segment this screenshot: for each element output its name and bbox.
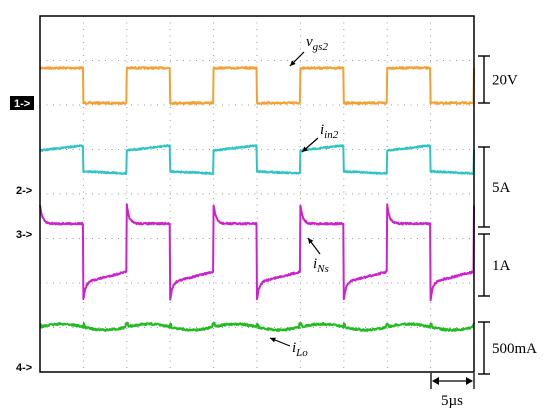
channel-marker-1: 1-> — [10, 96, 34, 110]
timebase-indicator: 5µs — [430, 373, 475, 409]
scale-bracket-3: 1A — [478, 233, 511, 297]
annotation-label: iNs — [313, 256, 329, 275]
marker-label: 2-> — [16, 185, 32, 197]
arrow-head — [308, 238, 314, 244]
arrow-head — [270, 337, 276, 343]
signal-annotations: vgs2 iin2 iNs iLo — [269, 34, 339, 359]
scale-label: 500mA — [492, 341, 537, 357]
arrow-head — [290, 60, 296, 66]
trace-lo — [39, 321, 475, 332]
annotation-label: iin2 — [320, 122, 339, 141]
annotation-label: iLo — [292, 340, 308, 359]
marker-label: 3-> — [16, 229, 32, 241]
channel-marker-3: 3-> — [16, 229, 32, 241]
scale-brackets: 20V 5A 1A 500mA — [478, 55, 537, 375]
arrow-head — [302, 146, 308, 152]
scale-bracket-2: 5A — [478, 146, 511, 228]
annotation-in2: iin2 — [301, 122, 339, 153]
scale-label: 5A — [492, 180, 511, 196]
trace-ns — [39, 203, 475, 302]
scale-label: 1A — [492, 258, 511, 274]
trace-in2 — [39, 144, 475, 176]
scale-bracket-1: 20V — [478, 55, 518, 104]
traces — [39, 66, 475, 332]
plot-frame — [39, 15, 475, 373]
scale-label: 20V — [492, 73, 518, 89]
annotation-gs2: vgs2 — [289, 34, 328, 67]
channel-markers: 1-> 2-> 3-> 4-> — [10, 96, 34, 374]
channel-marker-4: 4-> — [16, 362, 32, 374]
timebase-label: 5µs — [441, 393, 463, 409]
annotation-ns: iNs — [307, 237, 329, 275]
annotation-lo: iLo — [269, 337, 308, 359]
marker-box — [10, 96, 34, 110]
trace-gs2 — [39, 66, 475, 105]
channel-marker-2: 2-> — [16, 185, 32, 197]
marker-label: 1-> — [14, 98, 30, 110]
annotation-label: vgs2 — [306, 34, 328, 53]
marker-label: 4-> — [16, 362, 32, 374]
scale-bracket-4: 500mA — [478, 321, 537, 375]
